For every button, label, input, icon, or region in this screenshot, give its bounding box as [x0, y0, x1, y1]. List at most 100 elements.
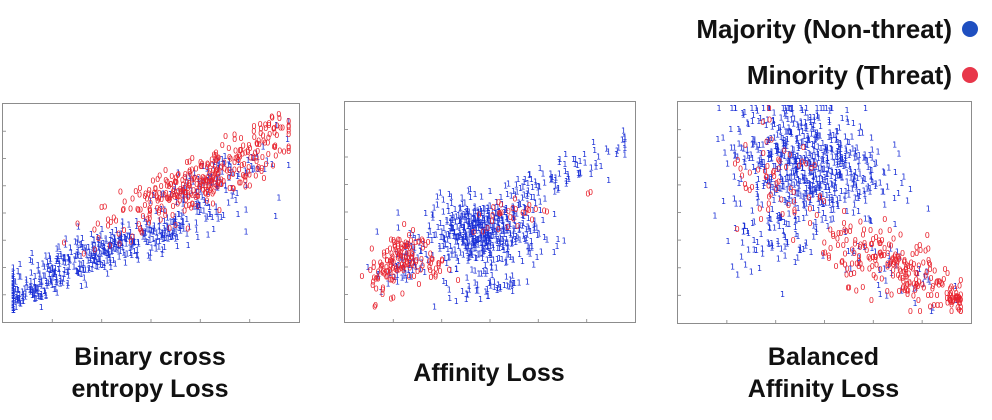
point-majority: 1 — [458, 220, 463, 229]
point-majority: 1 — [430, 210, 435, 219]
point-majority: 1 — [762, 117, 767, 126]
point-minority: 0 — [247, 182, 252, 191]
point-majority: 1 — [425, 256, 430, 265]
point-minority: 0 — [882, 244, 887, 253]
point-majority: 1 — [774, 147, 779, 156]
point-majority: 1 — [511, 205, 516, 214]
point-majority: 1 — [466, 254, 471, 263]
point-minority: 0 — [842, 207, 847, 216]
point-majority: 1 — [107, 242, 112, 251]
point-minority: 0 — [949, 283, 954, 292]
point-majority: 1 — [62, 255, 67, 264]
point-minority: 0 — [870, 253, 875, 262]
point-majority: 1 — [501, 227, 506, 236]
point-majority: 1 — [410, 254, 415, 263]
point-majority: 1 — [750, 117, 755, 126]
point-majority: 1 — [802, 132, 807, 141]
point-majority: 1 — [825, 145, 830, 154]
point-minority: 0 — [954, 289, 959, 298]
point-majority: 1 — [844, 207, 849, 216]
point-minority: 0 — [873, 256, 878, 265]
point-minority: 0 — [187, 182, 192, 191]
point-majority: 1 — [153, 239, 158, 248]
point-majority: 1 — [733, 104, 738, 113]
point-minority: 0 — [146, 189, 151, 198]
point-majority: 1 — [505, 215, 510, 224]
point-majority: 1 — [17, 260, 22, 269]
point-majority: 1 — [837, 123, 842, 132]
point-majority: 1 — [514, 209, 519, 218]
point-majority: 1 — [13, 297, 18, 306]
point-majority: 1 — [803, 151, 808, 160]
point-majority: 1 — [775, 142, 780, 151]
point-majority: 1 — [733, 200, 738, 209]
point-majority: 1 — [123, 234, 128, 243]
point-majority: 1 — [522, 190, 527, 199]
point-majority: 1 — [11, 279, 16, 288]
point-minority: 0 — [373, 275, 378, 284]
point-majority: 1 — [760, 200, 765, 209]
point-majority: 1 — [802, 202, 807, 211]
point-minority: 0 — [934, 278, 939, 287]
point-majority: 1 — [476, 235, 481, 244]
point-majority: 1 — [100, 247, 105, 256]
point-minority: 0 — [232, 135, 237, 144]
point-majority: 1 — [492, 222, 497, 231]
point-majority: 1 — [576, 171, 581, 180]
point-majority: 1 — [776, 146, 781, 155]
point-majority: 1 — [196, 188, 201, 197]
point-minority: 0 — [954, 292, 959, 301]
point-majority: 1 — [471, 237, 476, 246]
point-minority: 0 — [530, 216, 535, 225]
point-majority: 1 — [860, 176, 865, 185]
point-minority: 0 — [869, 240, 874, 249]
point-minority: 0 — [958, 295, 963, 304]
point-majority: 1 — [800, 164, 805, 173]
point-majority: 1 — [857, 170, 862, 179]
point-minority: 0 — [455, 276, 460, 285]
point-majority: 1 — [448, 218, 453, 227]
point-majority: 1 — [775, 216, 780, 225]
point-majority: 1 — [11, 292, 16, 301]
point-majority: 1 — [471, 245, 476, 254]
point-majority: 1 — [787, 191, 792, 200]
point-majority: 1 — [803, 124, 808, 133]
point-minority: 0 — [835, 234, 840, 243]
point-majority: 1 — [408, 229, 413, 238]
point-majority: 1 — [483, 229, 488, 238]
point-minority: 0 — [928, 302, 933, 311]
point-majority: 1 — [778, 214, 783, 223]
point-majority: 1 — [423, 209, 428, 218]
point-minority: 0 — [391, 293, 396, 302]
point-minority: 0 — [906, 269, 911, 278]
legend-dot-minority — [962, 67, 978, 83]
point-majority: 1 — [513, 222, 518, 231]
point-majority: 1 — [143, 228, 148, 237]
point-majority: 1 — [798, 177, 803, 186]
point-majority: 1 — [868, 166, 873, 175]
point-majority: 1 — [824, 104, 829, 113]
point-majority: 1 — [789, 128, 794, 137]
point-minority: 0 — [122, 198, 127, 207]
point-minority: 0 — [388, 276, 393, 285]
point-majority: 1 — [432, 303, 437, 312]
point-minority: 0 — [924, 268, 929, 277]
point-majority: 1 — [893, 261, 898, 270]
point-majority: 1 — [468, 193, 473, 202]
point-majority: 1 — [542, 178, 547, 187]
point-majority: 1 — [181, 193, 186, 202]
point-majority: 1 — [816, 206, 821, 215]
point-minority: 0 — [208, 177, 213, 186]
point-majority: 1 — [790, 151, 795, 160]
point-minority: 0 — [878, 265, 883, 274]
point-majority: 1 — [112, 240, 117, 249]
point-minority: 0 — [266, 150, 271, 159]
point-minority: 0 — [252, 133, 257, 142]
point-minority: 0 — [215, 166, 220, 175]
point-majority: 1 — [508, 229, 513, 238]
point-minority: 0 — [168, 180, 173, 189]
point-majority: 1 — [182, 184, 187, 193]
point-majority: 1 — [881, 168, 886, 177]
point-majority: 1 — [789, 168, 794, 177]
point-majority: 1 — [782, 110, 787, 119]
